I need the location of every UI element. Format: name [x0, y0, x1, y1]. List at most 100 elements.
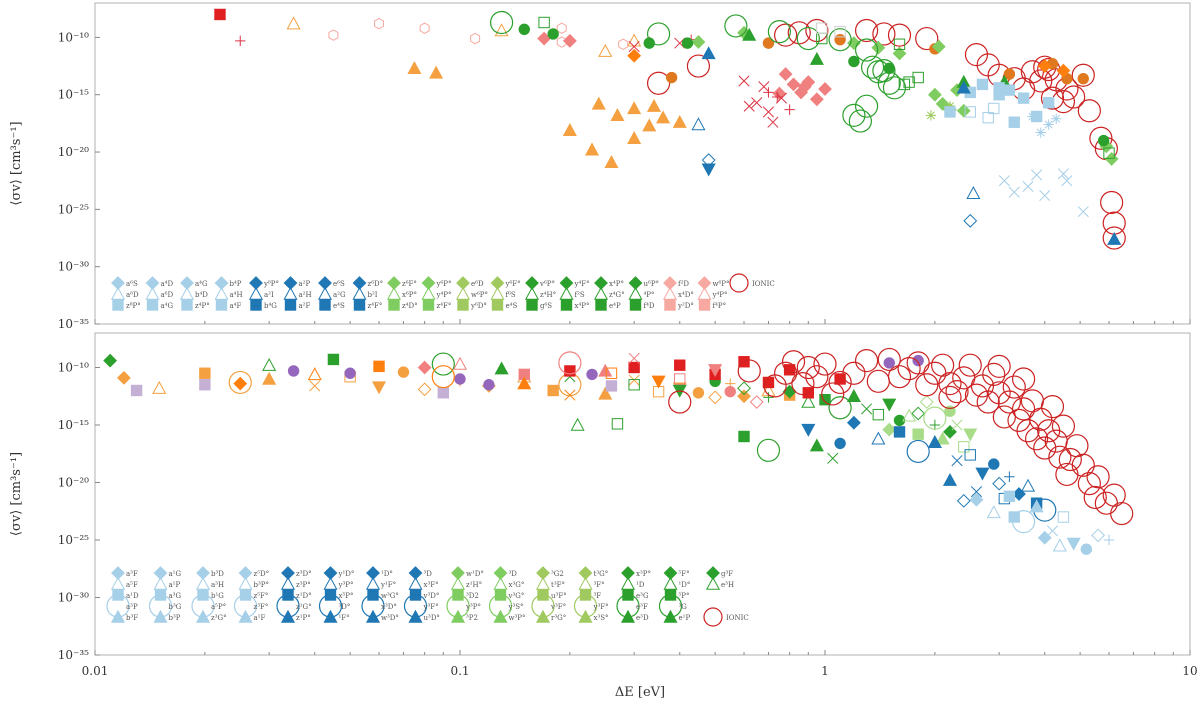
legend-label: z¹D°: [296, 592, 312, 600]
legend-marker: [111, 566, 125, 580]
legend-label: e⁴P: [609, 302, 621, 310]
data-point: [938, 372, 962, 396]
data-point: [816, 22, 828, 34]
data-point: [1055, 462, 1079, 487]
legend-label: z⁶D°: [368, 280, 384, 288]
legend-label: u⁶P°: [644, 280, 660, 288]
legend-marker: [181, 299, 193, 311]
data-point: [1057, 168, 1069, 180]
data-point: [951, 419, 963, 431]
data-point: [809, 92, 824, 107]
data-point: [1003, 84, 1016, 96]
data-point: [893, 426, 906, 438]
legend-label: r³G°: [551, 614, 566, 622]
legend-label: y⁴P°: [436, 291, 452, 299]
data-point: [854, 18, 879, 43]
data-point: [628, 361, 640, 374]
data-point: [738, 75, 750, 87]
data-point: [951, 455, 963, 467]
data-point: [1056, 63, 1071, 78]
data-point: [796, 355, 820, 380]
axes: 10⁻¹⁰ 10⁻¹⁵ 10⁻²⁰ 10⁻²⁵ 10⁻³⁰ 10⁻³⁵ ⟨σv⟩ [cm³s…: [9, 30, 1198, 678]
legend-label: z⁶F°: [402, 280, 417, 288]
legend-label: ³F°: [594, 581, 605, 589]
legend-label: z⁵F°: [254, 592, 269, 600]
panel-frames: [94, 2, 1191, 656]
legend-label: z⁵D°: [254, 570, 270, 578]
data-point: [774, 23, 798, 47]
legend-label: a¹G: [169, 570, 182, 578]
data-point: [976, 78, 989, 91]
legend-marker: [697, 276, 712, 290]
legend-label: x⁴P°: [609, 280, 624, 288]
legend-marker: [110, 286, 126, 300]
legend-label: f⁴P°: [713, 302, 727, 310]
y-axis-title-top: ⟨σv⟩ [cm³s⁻¹]: [9, 121, 24, 205]
data-point: [692, 387, 705, 399]
panel-frame-top: [94, 2, 1191, 325]
legend-label: z⁴P°: [195, 302, 210, 310]
legend-marker: [559, 276, 574, 290]
data-point: [1016, 419, 1040, 443]
legend-label: f⁶S: [506, 291, 516, 299]
data-point: [846, 389, 861, 402]
legend-marker: [153, 566, 168, 580]
data-point: [651, 375, 666, 389]
legend-marker: [490, 276, 505, 290]
x-tick-label: 1: [821, 664, 829, 678]
legend-label: a⁴G: [195, 280, 208, 288]
legend-label: a⁵P°: [211, 603, 226, 611]
y-tick-label: 10⁻¹⁰: [58, 30, 89, 44]
data-point: [1103, 534, 1115, 546]
data-point: [374, 17, 385, 30]
data-point: [328, 29, 339, 41]
legend-marker: [593, 286, 609, 300]
legend-label: e⁶S: [333, 280, 345, 288]
data-point: [877, 71, 901, 95]
legend-label: a¹D: [126, 592, 139, 600]
legend-marker: [323, 576, 338, 590]
legend-label: y⁴F°: [574, 280, 590, 288]
data-point: [287, 365, 300, 377]
y-tick-label: 10⁻³⁰: [58, 260, 89, 274]
legend-label: b⁴D: [195, 291, 208, 299]
legend-label: z³G°: [211, 614, 227, 622]
data-point: [708, 390, 723, 405]
data-point: [604, 155, 619, 169]
data-point: [906, 439, 930, 464]
data-point: [152, 380, 167, 394]
data-point: [681, 37, 694, 49]
data-point: [828, 28, 852, 52]
legend-label: w³P°: [509, 614, 526, 622]
legend-label: b³P: [169, 614, 181, 622]
legend-label: ³D: [424, 570, 433, 578]
data-point: [882, 76, 907, 100]
data-point: [627, 131, 642, 144]
panel-frame-bottom: [94, 332, 1191, 656]
y-tick-label: 10⁻¹⁰: [58, 361, 89, 375]
legend-label: y⁶P°: [436, 280, 452, 288]
data-point: [834, 25, 846, 38]
legend-marker: [365, 576, 381, 590]
data-point: [1021, 478, 1036, 492]
legend-marker: [698, 299, 711, 311]
legend-marker: [145, 286, 160, 300]
data-point: [1061, 175, 1073, 187]
legend-marker: [664, 299, 676, 311]
data-point: [944, 100, 956, 112]
data-point: [1077, 206, 1089, 218]
data-point: [872, 59, 896, 83]
data-point: [1077, 472, 1101, 496]
data-point: [1103, 147, 1115, 159]
data-point: [1104, 152, 1119, 166]
data-point: [1029, 407, 1053, 431]
legend-marker: [455, 286, 471, 300]
data-point: [943, 424, 957, 439]
legend-label: ¹D°: [381, 570, 393, 578]
data-point: [672, 114, 687, 128]
data-point: [286, 16, 301, 30]
data-point: [1042, 97, 1055, 109]
data-point: [1065, 434, 1089, 458]
data-point: [988, 102, 1000, 115]
legend-marker: [280, 609, 296, 623]
